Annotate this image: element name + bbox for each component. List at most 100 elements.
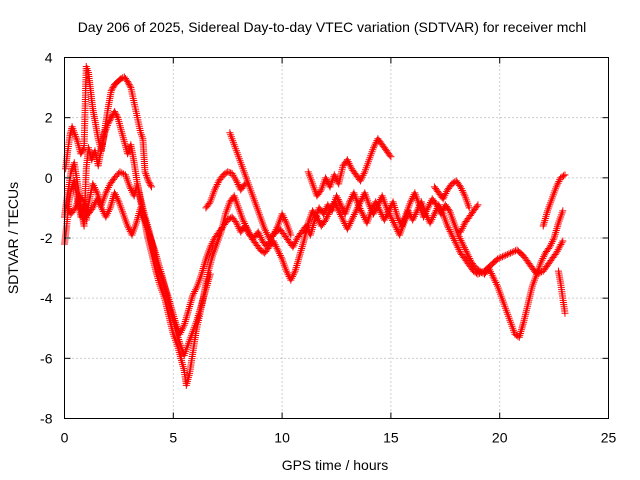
data-point — [460, 190, 468, 198]
data-point — [178, 327, 186, 335]
data-point — [459, 223, 467, 231]
data-point — [141, 168, 149, 176]
data-point — [241, 220, 249, 228]
data-point — [112, 192, 120, 200]
data-point — [313, 213, 321, 221]
data-point — [459, 240, 467, 248]
data-point — [78, 147, 86, 155]
data-point — [370, 142, 378, 150]
data-point — [376, 197, 384, 205]
data-point — [540, 253, 548, 261]
data-point — [536, 269, 544, 277]
x-tick-label: 10 — [274, 430, 290, 446]
data-point — [125, 81, 133, 89]
data-point — [276, 251, 284, 259]
data-point — [322, 174, 330, 182]
data-point — [558, 239, 566, 247]
data-point — [275, 248, 283, 256]
data-point — [336, 199, 344, 207]
data-point — [546, 243, 554, 251]
data-point — [72, 134, 80, 142]
data-point — [272, 242, 280, 250]
data-point — [322, 216, 330, 224]
data-point — [464, 251, 472, 259]
data-point — [426, 200, 434, 208]
data-point — [476, 269, 484, 277]
data-point — [233, 179, 241, 187]
data-point — [474, 270, 482, 278]
data-point — [146, 180, 154, 188]
data-point — [287, 276, 295, 284]
y-axis-label: SDTVAR / TECUs — [5, 182, 21, 294]
x-tick-label: 0 — [61, 430, 69, 446]
y-tick-label: 2 — [45, 110, 53, 126]
data-point — [388, 215, 396, 223]
data-point — [560, 172, 568, 180]
data-point — [97, 204, 105, 212]
data-point — [104, 183, 112, 191]
y-tick-label: -8 — [40, 411, 53, 427]
data-point — [356, 177, 364, 185]
data-point — [322, 176, 330, 184]
data-point — [462, 247, 470, 255]
data-point — [145, 178, 153, 186]
data-point — [507, 249, 515, 257]
data-point — [383, 204, 391, 212]
data-point — [334, 205, 342, 213]
data-point — [239, 216, 247, 224]
data-point — [346, 198, 354, 206]
data-point — [392, 224, 400, 232]
data-point — [79, 145, 87, 153]
data-point — [404, 207, 412, 215]
data-point — [79, 196, 87, 204]
data-point — [547, 239, 555, 247]
data-point — [487, 268, 495, 276]
data-point — [446, 227, 454, 235]
data-point — [97, 202, 105, 210]
data-point — [91, 183, 99, 191]
data-point — [405, 209, 413, 217]
data-point — [124, 78, 132, 86]
data-point — [554, 179, 562, 187]
data-point — [333, 194, 341, 202]
data-point — [323, 212, 331, 220]
data-point — [431, 208, 439, 216]
data-point — [113, 194, 121, 202]
data-point — [533, 270, 541, 278]
x-tick-label: 25 — [601, 430, 617, 446]
data-point — [494, 255, 502, 263]
data-point — [124, 150, 132, 158]
data-point — [376, 207, 384, 215]
data-point — [343, 225, 351, 233]
data-point — [351, 209, 359, 217]
data-point — [116, 168, 124, 176]
data-point — [190, 289, 198, 297]
data-point — [144, 175, 152, 183]
data-point — [334, 195, 342, 203]
data-point — [415, 203, 423, 211]
data-point — [346, 220, 354, 228]
data-point — [474, 201, 482, 209]
data-point — [105, 206, 113, 214]
data-point — [408, 194, 416, 202]
data-point — [314, 215, 322, 223]
data-point — [113, 112, 121, 120]
data-point — [118, 169, 126, 177]
data-point — [552, 183, 560, 191]
data-point — [339, 205, 347, 213]
data-point — [539, 254, 547, 262]
data-point — [333, 192, 340, 200]
data-point — [344, 223, 352, 231]
data-point — [243, 225, 251, 233]
data-point — [255, 230, 263, 238]
data-point — [269, 237, 277, 245]
data-point — [455, 245, 463, 253]
data-point — [189, 291, 197, 299]
data-point — [460, 242, 468, 250]
data-point — [270, 229, 278, 237]
data-point — [269, 231, 277, 239]
data-point — [70, 205, 78, 213]
data-point — [205, 199, 213, 207]
data-point — [107, 87, 115, 95]
